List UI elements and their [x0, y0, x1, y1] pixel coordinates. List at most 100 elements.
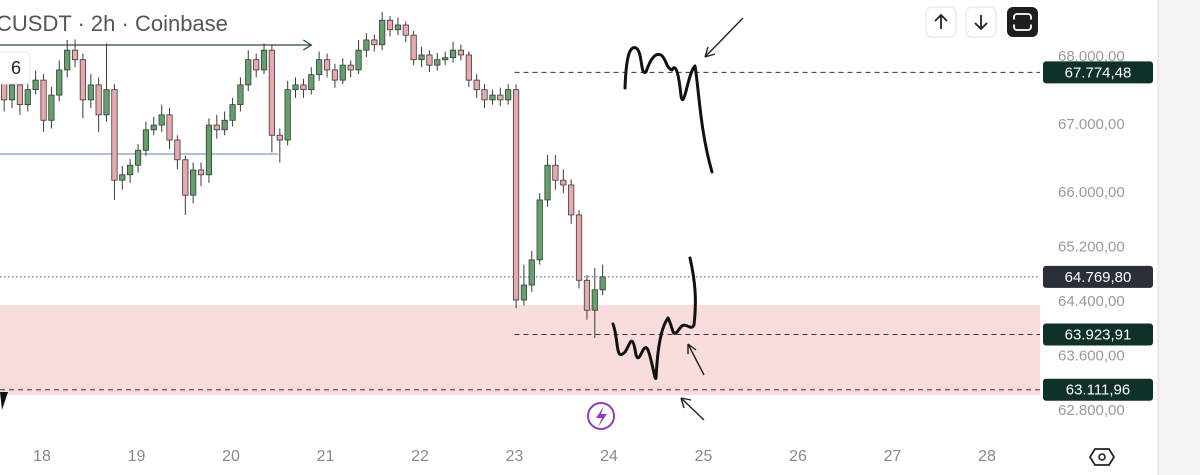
price-line-box — [1043, 378, 1153, 401]
candle-body — [363, 39, 370, 51]
candle-body — [347, 64, 354, 71]
settings-button[interactable] — [1088, 448, 1116, 466]
candle-body — [276, 134, 283, 141]
candle-body — [71, 49, 79, 61]
y-tick-label: 66.000,00 — [1058, 184, 1125, 201]
candle-body — [552, 164, 559, 181]
x-tick-label: 22 — [411, 448, 429, 465]
candle-body — [591, 289, 598, 311]
candle-body — [56, 69, 63, 96]
candle-body — [292, 84, 299, 91]
x-tick-label: 28 — [978, 448, 996, 465]
x-tick-label: 24 — [600, 448, 618, 465]
candle-body — [111, 89, 118, 181]
x-tick-label: 20 — [222, 448, 240, 465]
marker — [0, 392, 8, 410]
arrow — [704, 17, 744, 58]
candle-body — [394, 24, 402, 31]
badge: 6 — [11, 58, 21, 78]
price-line-label: 63.111,96 — [1066, 382, 1131, 399]
candle-body — [8, 84, 16, 101]
last-price-box — [1043, 265, 1153, 288]
candle-body — [24, 89, 31, 106]
candle-body — [174, 139, 181, 161]
candle-body — [40, 79, 47, 121]
candle-body — [323, 59, 331, 71]
y-tick-label: 68.000,00 — [1058, 48, 1125, 65]
candle-body — [268, 49, 275, 136]
y-tick-label: 64.400,00 — [1058, 293, 1125, 310]
candle-body — [489, 94, 496, 101]
candle-body — [575, 214, 583, 281]
candle-body — [103, 89, 110, 116]
x-tick-label: 18 — [33, 448, 51, 465]
candle-body — [64, 49, 71, 71]
candle-body — [497, 94, 504, 101]
candle-body — [457, 49, 464, 56]
candle-body — [119, 174, 126, 181]
candle-body — [32, 79, 39, 91]
candle-body — [316, 59, 323, 76]
last-price-label: 64.769,80 — [1065, 269, 1132, 286]
chart-title: CUSDT · 2h · Coinbase — [0, 11, 228, 36]
candle-body — [48, 94, 55, 121]
price-line-box — [1043, 323, 1153, 346]
candle-body — [426, 54, 433, 66]
scroll-up-button[interactable] — [925, 6, 957, 38]
candle-body — [308, 74, 315, 91]
candle-body — [355, 49, 362, 71]
candle-body — [465, 54, 472, 81]
candle-body — [245, 59, 252, 86]
fullscreen-button[interactable] — [1007, 7, 1038, 37]
candle-body — [95, 84, 102, 116]
candle-body — [560, 179, 567, 186]
candle-body — [142, 129, 150, 151]
x-tick-label: 23 — [506, 448, 524, 465]
candle-body — [79, 59, 86, 101]
candle-body — [449, 49, 457, 59]
x-tick-label: 25 — [695, 448, 713, 465]
candle-body — [229, 104, 236, 121]
arrow — [687, 343, 705, 376]
side-panel — [1158, 0, 1200, 475]
trend-arrowhead — [302, 39, 313, 51]
candle-body — [260, 49, 268, 71]
price-line-label: 67.774,48 — [1065, 64, 1132, 81]
candle-body — [300, 84, 307, 91]
y-tick-label: 62.800,00 — [1058, 402, 1125, 419]
candle-body — [505, 89, 512, 101]
candle-body — [568, 184, 575, 216]
candle-body — [544, 164, 551, 201]
candle-body — [237, 84, 244, 106]
candle-body — [158, 114, 165, 126]
candle-body — [371, 39, 378, 46]
scroll-down-button[interactable] — [965, 6, 997, 38]
candle-body — [127, 164, 134, 176]
candle-body — [520, 284, 528, 301]
candle-body — [473, 79, 480, 91]
x-tick-label: 27 — [884, 448, 902, 465]
candle-body — [197, 169, 205, 176]
candle-body — [536, 199, 543, 261]
candle-body — [166, 114, 173, 141]
candle-body — [134, 149, 142, 166]
candle-body — [379, 19, 386, 46]
candle-body — [190, 169, 197, 196]
candle-body — [386, 19, 394, 31]
candle-body — [87, 84, 94, 101]
candle-body — [339, 64, 346, 81]
x-tick-label: 21 — [317, 448, 335, 465]
candle-body — [221, 119, 228, 131]
candle-body — [150, 124, 157, 131]
x-tick-label: 19 — [128, 448, 146, 465]
candle-body — [442, 57, 449, 61]
candle-body — [410, 34, 417, 61]
candle-body — [402, 24, 409, 36]
y-tick-label: 63.600,00 — [1058, 348, 1125, 365]
candle-body — [213, 124, 220, 131]
price-line-label: 63.923,91 — [1065, 326, 1132, 343]
lightning-icon[interactable] — [587, 402, 615, 430]
pen-stroke — [623, 46, 714, 174]
price-line-box — [1043, 61, 1153, 84]
